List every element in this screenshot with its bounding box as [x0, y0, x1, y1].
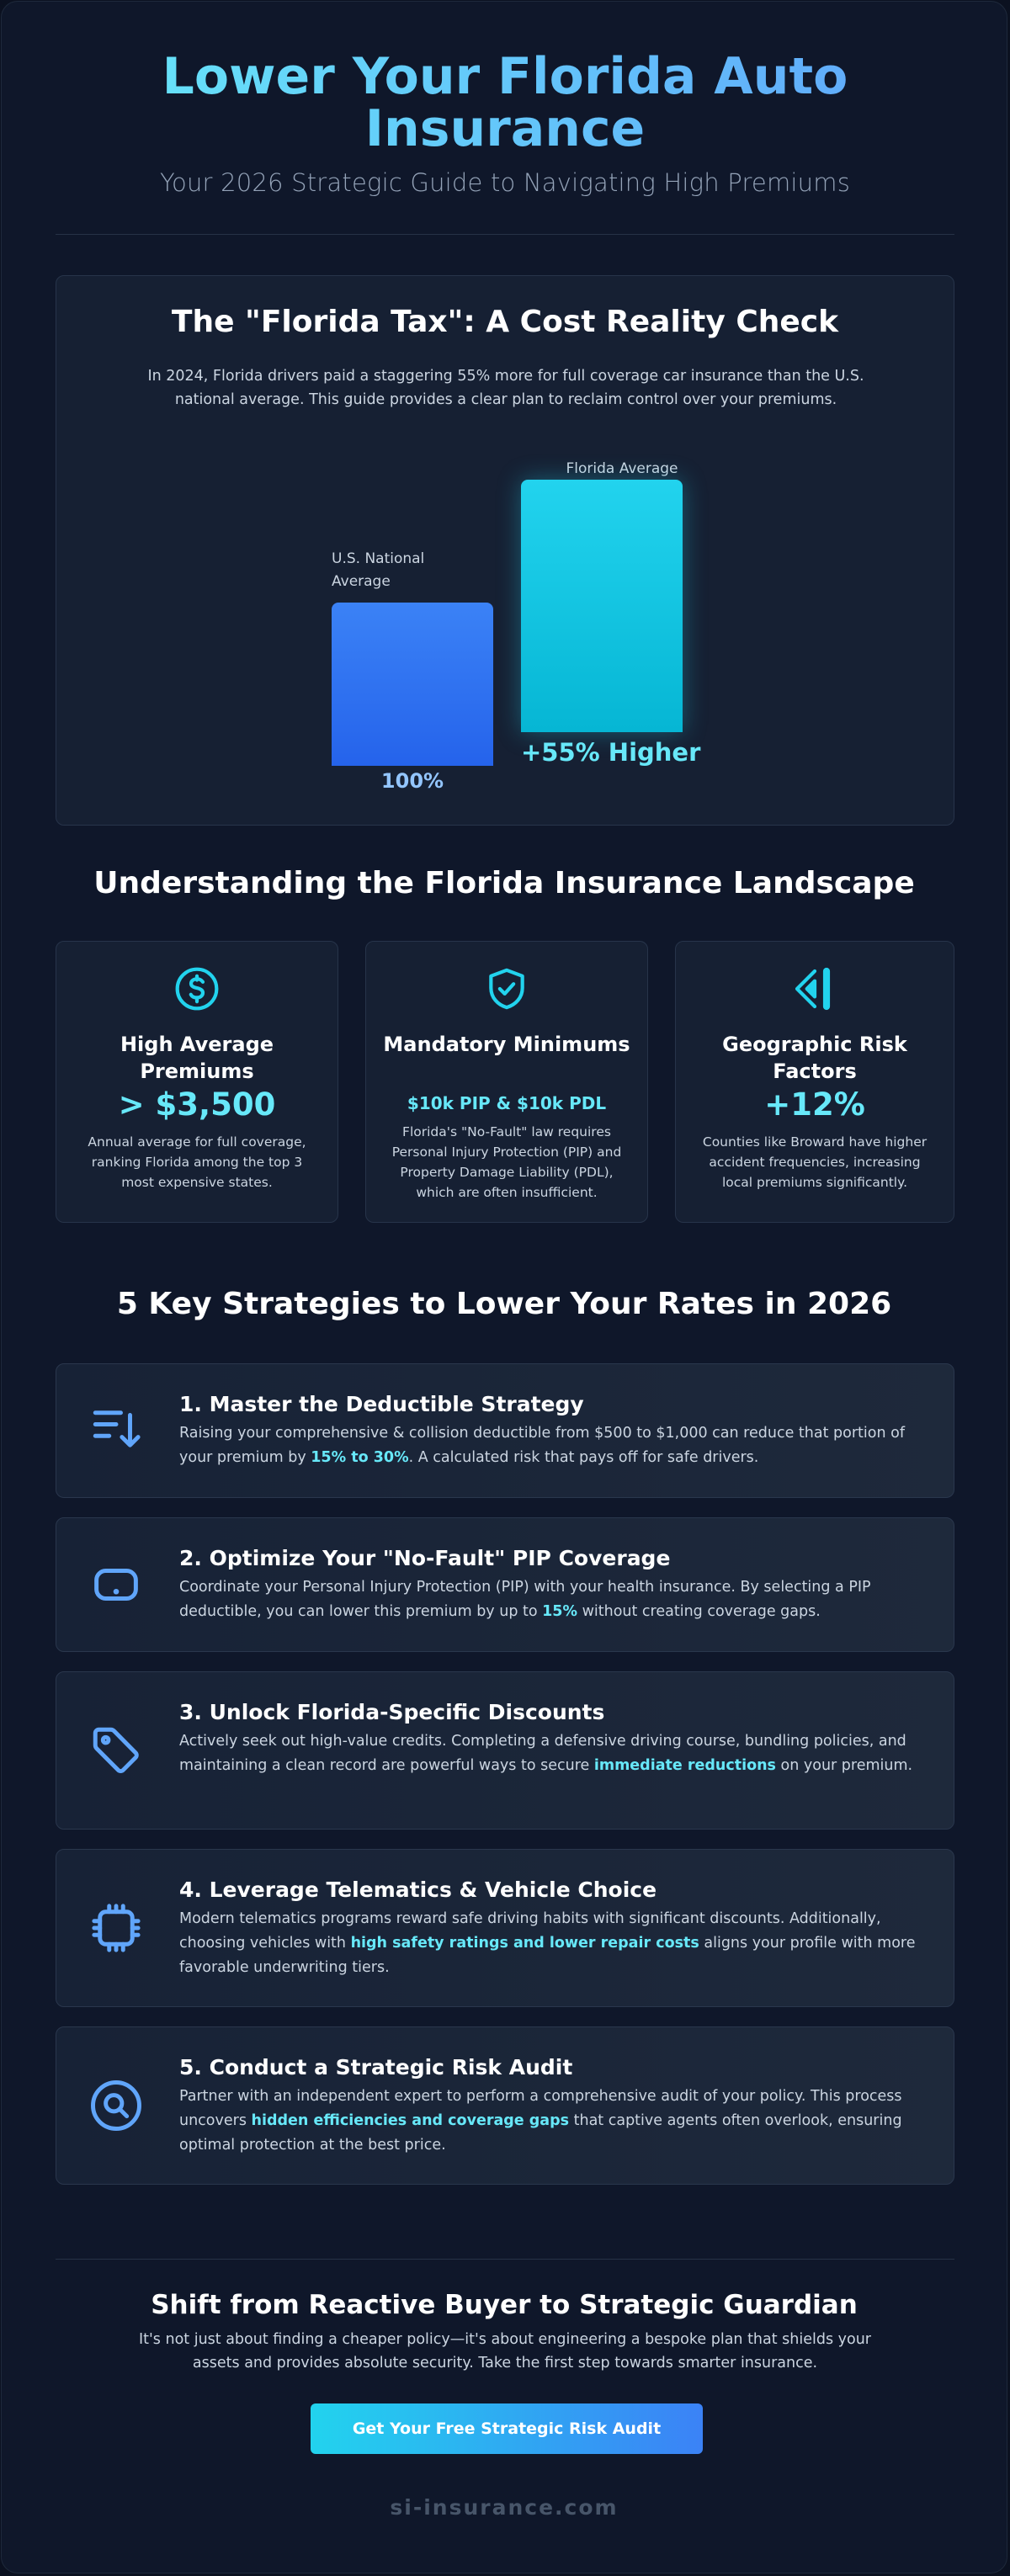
shield-check-icon — [489, 968, 524, 1010]
strategy-description: Partner with an independent expert to pe… — [179, 2088, 902, 2154]
landscape-card-minimums: Mandatory Minimums $10k PIP & $10k PDL F… — [365, 941, 648, 1223]
bar-value-us: 100% — [380, 769, 444, 793]
bar-value-florida: +55% Higher — [521, 738, 701, 767]
strategy-card-deductible: 1. Master the Deductible Strategy Raisin… — [56, 1363, 954, 1498]
strategy-card-discounts: 3. Unlock Florida-Specific Discounts Act… — [56, 1671, 954, 1830]
strategy-title: 2. Optimize Your "No-Fault" PIP Coverage — [179, 1546, 671, 1570]
strategy-title: 5. Conduct a Strategic Risk Audit — [179, 2055, 573, 2079]
landscape-card-title: Geographic Risk Factors — [722, 1033, 907, 1083]
cost-check-title: The "Florida Tax": A Cost Reality Check — [171, 305, 839, 339]
landscape-card-description: Annual average for full coverage, rankin… — [88, 1134, 306, 1190]
landscape-card-title: High Average Premiums — [120, 1033, 274, 1083]
landscape-card-value: $10k PIP & $10k PDL — [407, 1093, 607, 1113]
navigation-diamond-icon — [795, 967, 831, 1011]
strategy-description: Actively seek out high-value credits. Co… — [179, 1733, 913, 1774]
strategy-highlight: high safety ratings and lower repair cos… — [350, 1935, 699, 1952]
page-title: Lower Your Florida Auto Insurance — [56, 50, 954, 155]
tag-icon — [93, 1727, 139, 1773]
strategy-description: Coordinate your Personal Injury Protecti… — [179, 1579, 871, 1620]
search-circle-icon — [91, 2080, 141, 2131]
landscape-title: Understanding the Florida Insurance Land… — [93, 866, 915, 900]
cost-check-intro: In 2024, Florida drivers paid a staggeri… — [147, 368, 864, 408]
cost-check-card: The "Florida Tax": A Cost Reality Check … — [56, 275, 954, 826]
tablet-icon — [94, 1569, 138, 1601]
strategy-highlight: immediate reductions — [593, 1757, 776, 1774]
dollar-circle-icon — [175, 967, 219, 1011]
landscape-card-value: > $3,500 — [118, 1086, 276, 1123]
bar-us-national — [332, 603, 493, 766]
page-subtitle: Your 2026 Strategic Guide to Navigating … — [159, 168, 851, 197]
strategies-title: 5 Key Strategies to Lower Your Rates in … — [116, 1287, 892, 1321]
bar-florida — [521, 480, 683, 732]
landscape-card-premiums: High Average Premiums > $3,500 Annual av… — [56, 941, 338, 1223]
footer-divider — [56, 2259, 954, 2260]
header-divider — [56, 234, 954, 235]
strategy-title: 4. Leverage Telematics & Vehicle Choice — [179, 1878, 657, 1902]
landscape-card-title: Mandatory Minimums — [383, 1033, 630, 1056]
strategy-title: 3. Unlock Florida-Specific Discounts — [179, 1700, 605, 1724]
strategy-highlight: 15% to 30% — [311, 1449, 409, 1466]
strategy-description: Modern telematics programs reward safe d… — [179, 1910, 916, 1976]
strategy-description: Raising your comprehensive & collision d… — [179, 1425, 905, 1466]
strategy-title: 1. Master the Deductible Strategy — [179, 1392, 584, 1416]
chip-icon — [92, 1904, 141, 1952]
landscape-card-value: +12% — [764, 1086, 865, 1123]
footer-text: It's not just about finding a cheaper po… — [138, 2331, 872, 2372]
free-risk-audit-button[interactable]: Get Your Free Strategic Risk Audit — [311, 2403, 703, 2454]
sort-descending-icon — [93, 1410, 141, 1447]
strategy-card-pip: 2. Optimize Your "No-Fault" PIP Coverage… — [56, 1517, 954, 1652]
header: Lower Your Florida Auto Insurance Your 2… — [56, 2, 954, 220]
footer-title: Shift from Reactive Buyer to Strategic G… — [151, 2290, 858, 2320]
brand-wordmark: si-insurance.com — [390, 2495, 619, 2520]
bar-label-florida: Florida Average — [566, 460, 678, 477]
landscape-card-description: Counties like Broward have higher accide… — [702, 1134, 928, 1190]
bar-label-us: U.S. National Average — [332, 550, 425, 590]
landscape-card-geography: Geographic Risk Factors +12% Counties li… — [675, 941, 954, 1223]
strategy-card-audit: 5. Conduct a Strategic Risk Audit Partne… — [56, 2026, 954, 2185]
strategy-highlight: hidden efficiencies and coverage gaps — [251, 2112, 570, 2129]
strategy-card-telematics: 4. Leverage Telematics & Vehicle Choice … — [56, 1849, 954, 2007]
strategy-highlight: 15% — [542, 1603, 578, 1620]
landscape-card-description: Florida's "No-Fault" law requires Person… — [391, 1124, 622, 1200]
